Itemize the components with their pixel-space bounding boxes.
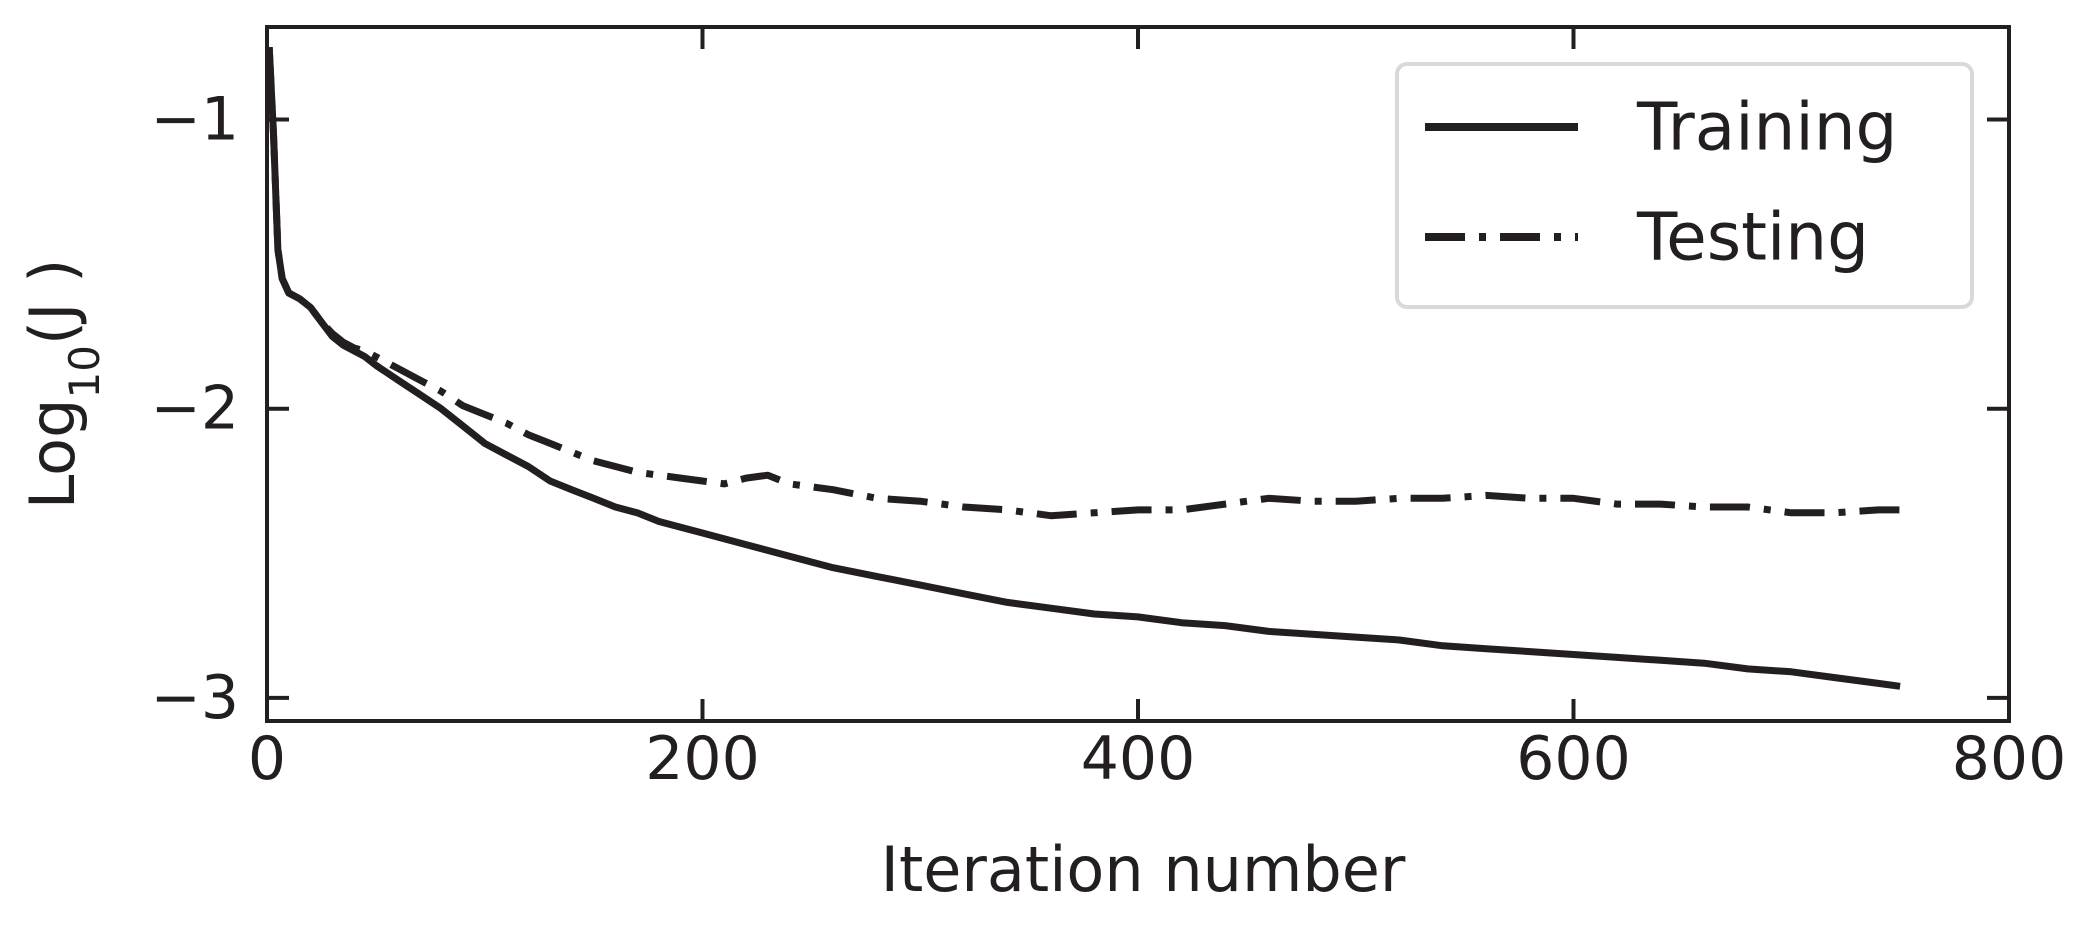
y-axis-label-argument: (J ): [16, 259, 89, 345]
y-tick-label: −2: [151, 374, 239, 444]
series-layer: [265, 47, 1901, 690]
x-axis-label: Iteration number: [881, 833, 1406, 906]
x-tick-label: 0: [248, 724, 286, 794]
labels-layer: 0 200 400 600 800 −1 −2 −3 Iteration number Log10…: [16, 85, 2066, 906]
x-tick-label: 800: [1952, 724, 2067, 794]
y-axis-label: Log10(J ): [16, 259, 109, 510]
series-line-testing: [265, 47, 1901, 520]
legend: Training Testing: [1395, 62, 1974, 309]
legend-label-testing: Testing: [1636, 199, 1869, 276]
y-tick-label: −3: [151, 663, 239, 733]
ticks-layer: [265, 27, 2011, 721]
y-tick-label: −1: [151, 85, 239, 155]
legend-label-training: Training: [1636, 89, 1897, 166]
y-axis-label-subscript: 10: [60, 345, 109, 398]
x-tick-label: 400: [1081, 724, 1196, 794]
x-tick-label: 200: [645, 724, 760, 794]
x-tick-label: 600: [1516, 724, 1631, 794]
y-axis-label-base: Log: [16, 399, 89, 510]
